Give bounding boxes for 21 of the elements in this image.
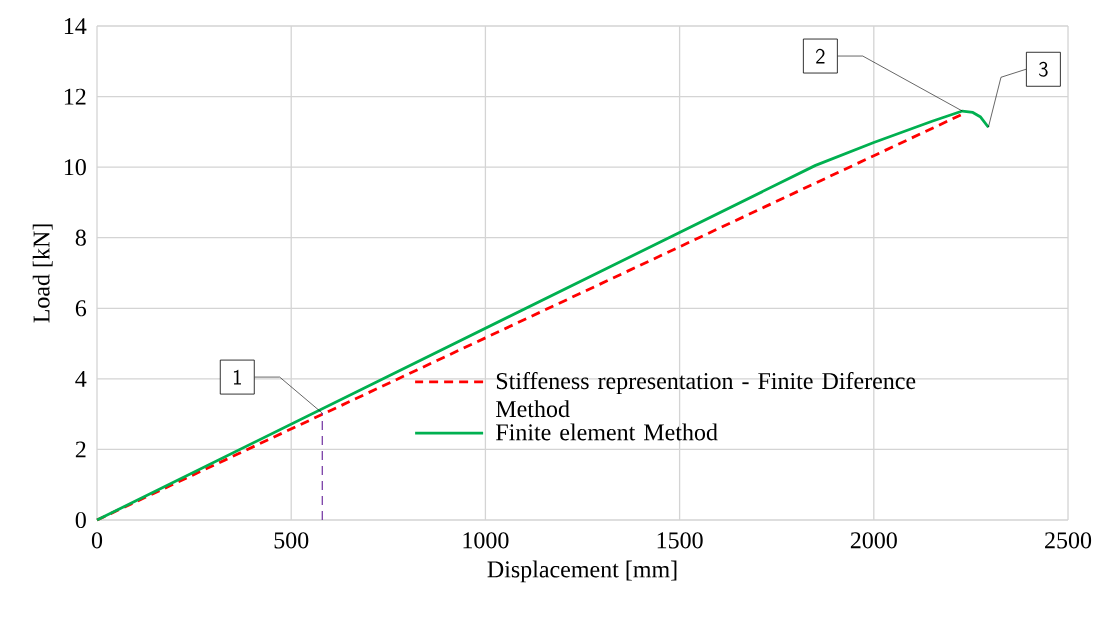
x-tick-label: 2500 (1045, 532, 1092, 549)
y-tick-label: 0 (75, 511, 86, 529)
x-tick-label: 500 (274, 532, 309, 549)
y-tick-label: 14 (64, 18, 87, 34)
x-tick-label: 0 (91, 532, 103, 549)
x-axis-title: Displacement [mm] (487, 560, 677, 583)
x-tick-label: 1000 (463, 532, 509, 549)
y-tick-label: 2 (75, 441, 86, 458)
y-tick-label: 8 (75, 229, 86, 246)
y-tick-label: 4 (75, 370, 87, 387)
y-tick-label: 12 (64, 88, 86, 105)
x-tick-label: 2000 (850, 532, 897, 549)
legend-label: Finite element Method (496, 423, 718, 441)
y-axis-title: Load [kN] (32, 224, 53, 323)
annotation: 1 (233, 369, 241, 385)
annotation: 2 (816, 48, 825, 64)
annotation: 3 (1039, 61, 1048, 77)
y-tick-label: 6 (75, 300, 87, 317)
y-tick-label: 10 (64, 159, 86, 176)
x-tick-label: 1500 (657, 532, 703, 549)
legend-label: Stiffeness representation - Finite Diference Method (496, 372, 916, 418)
